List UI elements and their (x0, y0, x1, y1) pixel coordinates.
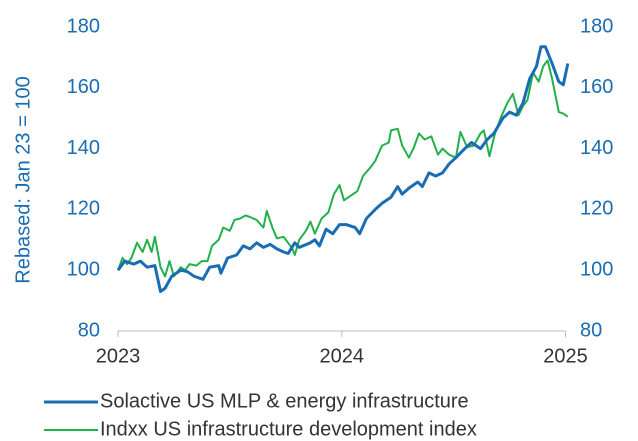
legend-label: Indxx US infrastructure development inde… (100, 418, 477, 440)
series-line (116, 45, 570, 293)
x-tick-label: 2025 (543, 345, 588, 367)
y2-tick-label: 80 (580, 319, 602, 341)
y-tick-label: 180 (67, 15, 100, 37)
y-tick-label: 160 (67, 76, 100, 98)
x-tick-label: 2024 (320, 345, 365, 367)
y2-tick-label: 100 (580, 258, 613, 280)
y2-tick-label: 160 (580, 76, 613, 98)
series-line (117, 59, 569, 278)
y-tick-label: 140 (67, 137, 100, 159)
y-axis-title: Rebased: Jan 23 = 100 (12, 76, 34, 283)
x-tick-label: 2023 (96, 345, 141, 367)
y-tick-label: 80 (78, 319, 100, 341)
y2-tick-label: 180 (580, 15, 613, 37)
y2-tick-label: 120 (580, 198, 613, 220)
y-tick-label: 100 (67, 258, 100, 280)
legend-label: Solactive US MLP & energy infrastructure (100, 390, 469, 412)
y2-tick-label: 140 (580, 137, 613, 159)
y-tick-label: 120 (67, 198, 100, 220)
